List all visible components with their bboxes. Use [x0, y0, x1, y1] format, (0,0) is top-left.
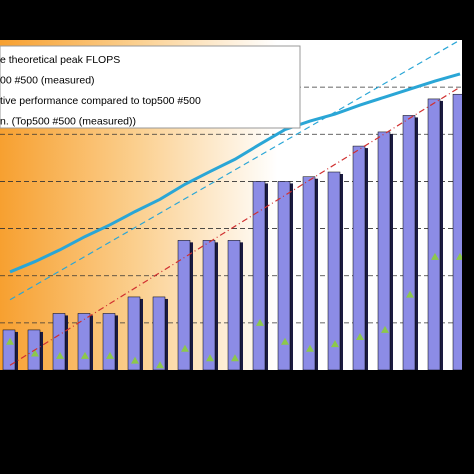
marker [131, 356, 139, 364]
legend-label: n. (Top500 #500 (measured)) [0, 115, 136, 127]
legend-label: e theoretical peak FLOPS [0, 54, 120, 66]
marker [56, 351, 64, 359]
bar [202, 240, 216, 371]
bar [102, 313, 116, 371]
marker [256, 318, 264, 326]
legend-label: tive performance compared to top500 #500 [0, 95, 201, 107]
marker [306, 344, 314, 352]
marker [156, 361, 164, 369]
marker [356, 333, 364, 340]
legend [0, 45, 301, 129]
marker [431, 252, 439, 260]
frame-right [462, 0, 474, 474]
marker [406, 290, 414, 298]
trend-line [9, 86, 461, 366]
bar [52, 313, 66, 371]
frame-bottom [0, 370, 474, 474]
bar [402, 115, 416, 371]
bar [327, 171, 341, 371]
trend-line [9, 39, 461, 301]
bar [302, 176, 316, 371]
marker [31, 349, 39, 357]
frame-top [0, 0, 474, 40]
legend-label: 00 #500 (measured) [0, 74, 95, 86]
bar [227, 240, 241, 371]
marker [331, 340, 339, 348]
marker [381, 325, 389, 333]
marker [206, 354, 214, 362]
bar [252, 181, 266, 371]
bar [152, 296, 166, 371]
line [9, 72, 461, 274]
marker [106, 351, 114, 359]
bar [427, 98, 441, 371]
marker [181, 344, 189, 352]
marker [81, 351, 89, 359]
marker [6, 337, 14, 345]
bar [377, 131, 391, 371]
marker [281, 337, 289, 345]
marker [231, 354, 239, 362]
